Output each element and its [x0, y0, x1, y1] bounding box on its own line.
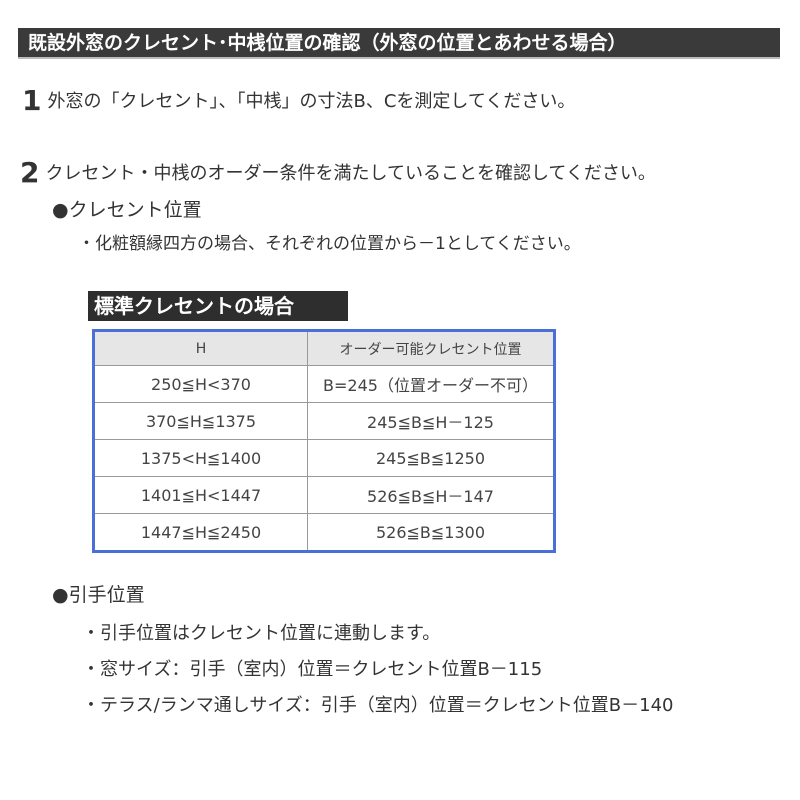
cell-b: 526≦B≦1300: [307, 513, 555, 552]
cell-h: 250≦H<370: [93, 365, 308, 403]
crescent-heading: ●クレセント位置: [52, 199, 202, 221]
table-row: 370≦H≦1375 245≦B≦H－125: [93, 402, 555, 440]
table-label: 標準クレセントの場合: [88, 291, 348, 321]
table-row: 1447≦H≦2450 526≦B≦1300: [93, 513, 555, 552]
cell-b: 245≦B≦H－125: [307, 402, 555, 440]
table-header-row: H オーダー可能クレセント位置: [93, 330, 555, 366]
handle-note: ・窓サイズ：引手（室内）位置＝クレセント位置B－115: [82, 659, 543, 680]
section-title: 既設外窓のクレセント･中桟位置の確認（外窓の位置とあわせる場合）: [18, 28, 780, 59]
table-row: 1401≦H<1447 526≦B≦H－147: [93, 476, 555, 514]
cell-h: 1401≦H<1447: [93, 476, 308, 514]
header-cell: H: [93, 330, 308, 366]
step-number: 2: [20, 156, 40, 189]
cell-b: B=245（位置オーダー不可）: [307, 365, 555, 403]
cell-h: 1375<H≦1400: [93, 439, 308, 477]
cell-h: 370≦H≦1375: [93, 402, 308, 440]
crescent-table: H オーダー可能クレセント位置 250≦H<370 B=245（位置オーダー不可）…: [92, 329, 556, 553]
table-row: 1375<H≦1400 245≦B≦1250: [93, 439, 555, 477]
cell-b: 245≦B≦1250: [307, 439, 555, 477]
handle-note: ・テラス/ランマ通しサイズ：引手（室内）位置＝クレセント位置B－140: [82, 695, 674, 716]
table-row: 250≦H<370 B=245（位置オーダー不可）: [93, 365, 555, 403]
step-text: クレセント・中桟のオーダー条件を満たしていることを確認してください。: [45, 163, 656, 184]
step-number: 1: [22, 84, 42, 117]
header-cell: オーダー可能クレセント位置: [307, 330, 555, 366]
step-2: 2 クレセント・中桟のオーダー条件を満たしていることを確認してください。: [20, 159, 656, 187]
handle-heading: ●引手位置: [52, 584, 145, 606]
cell-h: 1447≦H≦2450: [93, 513, 308, 552]
step-1: 1 外窓の「クレセント」、「中桟」の寸法B、Cを測定してください。: [22, 87, 576, 115]
handle-note: ・引手位置はクレセント位置に連動します。: [82, 623, 441, 644]
step-text: 外窓の「クレセント」、「中桟」の寸法B、Cを測定してください。: [47, 91, 576, 112]
crescent-note: ・化粧額縁四方の場合、それぞれの位置から－1としてください。: [78, 234, 581, 254]
cell-b: 526≦B≦H－147: [307, 476, 555, 514]
